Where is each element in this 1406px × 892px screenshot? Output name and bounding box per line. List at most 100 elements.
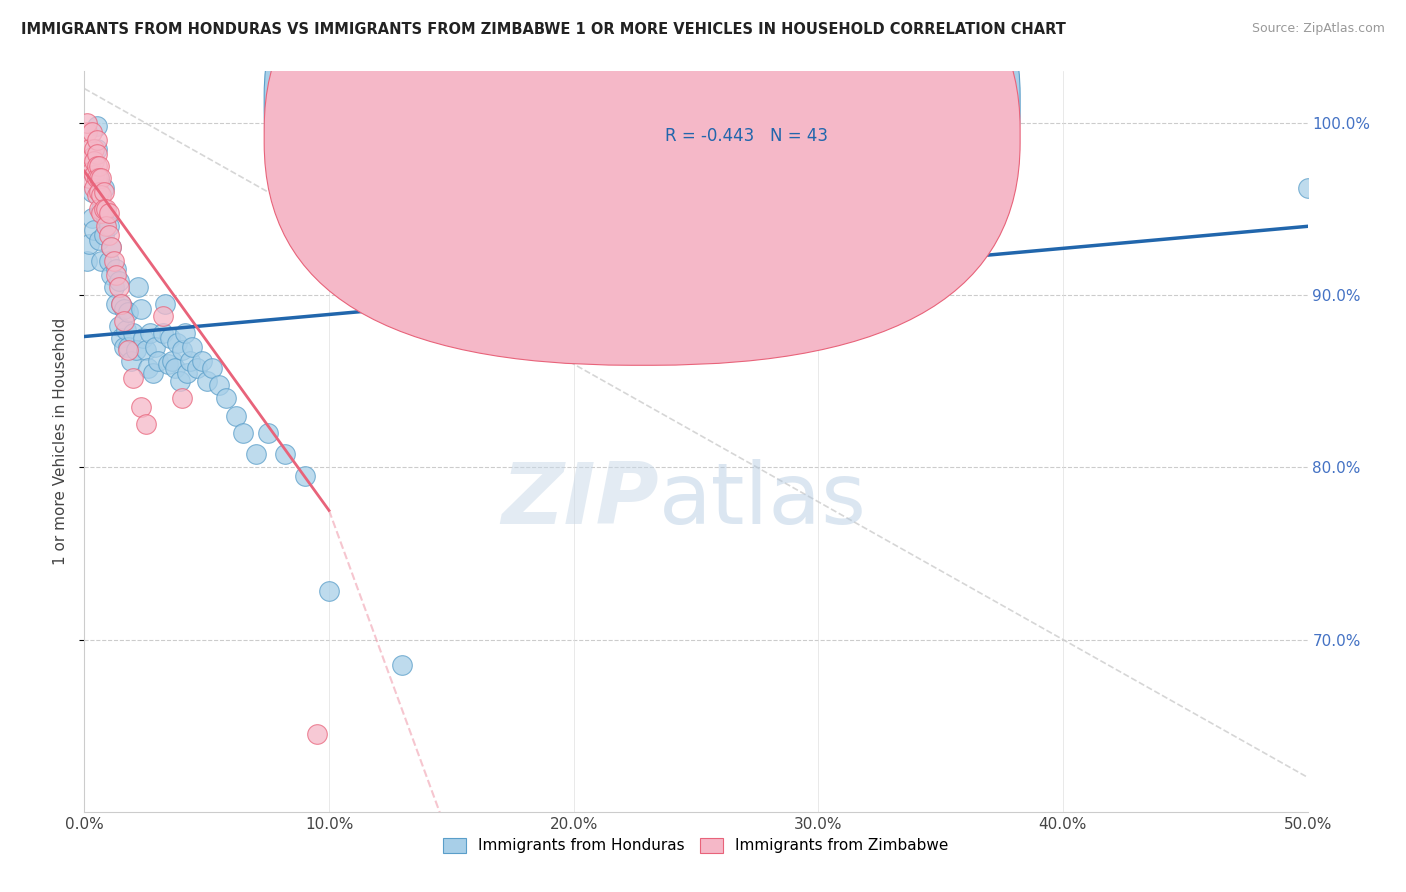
Point (97, 219, 120, 234)
Point (132, 331, 155, 345)
Point (107, 319, 129, 334)
Point (97, 253, 120, 268)
Point (76, 116, 98, 130)
Point (80, 151, 103, 165)
Point (318, 584, 340, 599)
Point (90, 205, 112, 219)
Point (93, 181, 115, 195)
Point (112, 314, 135, 328)
Point (80, 185, 103, 199)
Point (215, 392, 238, 406)
Point (152, 309, 174, 323)
Point (122, 326, 145, 340)
Point (100, 268, 122, 282)
Point (93, 185, 115, 199)
Point (83, 223, 105, 237)
Point (153, 297, 176, 311)
Point (110, 297, 132, 311)
Point (103, 253, 125, 268)
Point (83, 153, 105, 168)
Point (257, 425, 280, 440)
Point (135, 343, 157, 358)
Text: R =  0.106   N = 71: R = 0.106 N = 71 (665, 94, 828, 112)
Point (110, 331, 132, 345)
Point (110, 297, 132, 311)
Point (96, 211, 118, 225)
Point (139, 326, 162, 340)
Point (86, 159, 108, 173)
Point (1296, 181, 1319, 195)
Point (225, 409, 247, 423)
Point (208, 377, 231, 392)
Legend: Immigrants from Honduras, Immigrants from Zimbabwe: Immigrants from Honduras, Immigrants fro… (437, 831, 955, 860)
Point (156, 357, 179, 371)
Point (115, 323, 138, 337)
Point (125, 343, 148, 358)
Point (305, 727, 328, 741)
Point (176, 366, 198, 380)
Point (100, 240, 122, 254)
Text: atlas: atlas (659, 459, 868, 542)
Point (86, 147, 108, 161)
Point (83, 181, 105, 195)
Point (117, 343, 139, 358)
Point (87, 202, 110, 216)
FancyBboxPatch shape (264, 0, 1021, 332)
Point (129, 400, 152, 414)
Point (80, 211, 103, 225)
Point (163, 360, 186, 375)
Point (90, 171, 112, 186)
Point (90, 202, 112, 216)
Point (172, 392, 194, 406)
Point (181, 340, 204, 354)
Point (96, 202, 118, 216)
Point (97, 205, 120, 219)
Point (90, 188, 112, 202)
FancyBboxPatch shape (264, 0, 1021, 366)
Point (112, 340, 135, 354)
Point (77, 236, 100, 251)
Point (152, 326, 174, 340)
Point (87, 159, 110, 173)
Point (86, 142, 108, 156)
Point (173, 326, 195, 340)
Text: Source: ZipAtlas.com: Source: ZipAtlas.com (1251, 22, 1385, 36)
Point (112, 301, 135, 316)
Point (143, 340, 166, 354)
Point (105, 268, 128, 282)
Point (76, 253, 98, 268)
Point (162, 353, 184, 368)
Point (391, 658, 413, 673)
Point (232, 425, 254, 440)
Point (117, 305, 139, 319)
Point (87, 171, 110, 186)
Point (274, 447, 297, 461)
Point (83, 168, 105, 182)
Text: IMMIGRANTS FROM HONDURAS VS IMMIGRANTS FROM ZIMBABWE 1 OR MORE VEHICLES IN HOUSE: IMMIGRANTS FROM HONDURAS VS IMMIGRANTS F… (21, 22, 1066, 37)
Point (77, 171, 100, 186)
Y-axis label: 1 or more Vehicles in Household: 1 or more Vehicles in Household (53, 318, 69, 566)
Point (103, 279, 125, 293)
Point (166, 336, 188, 351)
Point (80, 125, 103, 139)
Point (117, 340, 139, 354)
Point (169, 374, 191, 388)
Point (245, 447, 267, 461)
Point (146, 353, 169, 368)
Point (172, 343, 194, 358)
Point (120, 353, 142, 368)
Point (142, 366, 165, 380)
Point (107, 274, 129, 288)
Point (127, 279, 149, 293)
Point (136, 360, 159, 375)
Point (107, 279, 129, 293)
Point (191, 353, 214, 368)
Point (159, 331, 181, 345)
Point (135, 417, 157, 432)
Point (186, 360, 208, 375)
Point (86, 171, 108, 186)
Point (76, 125, 98, 139)
Point (87, 171, 110, 186)
Point (195, 374, 218, 388)
Point (97, 227, 120, 242)
